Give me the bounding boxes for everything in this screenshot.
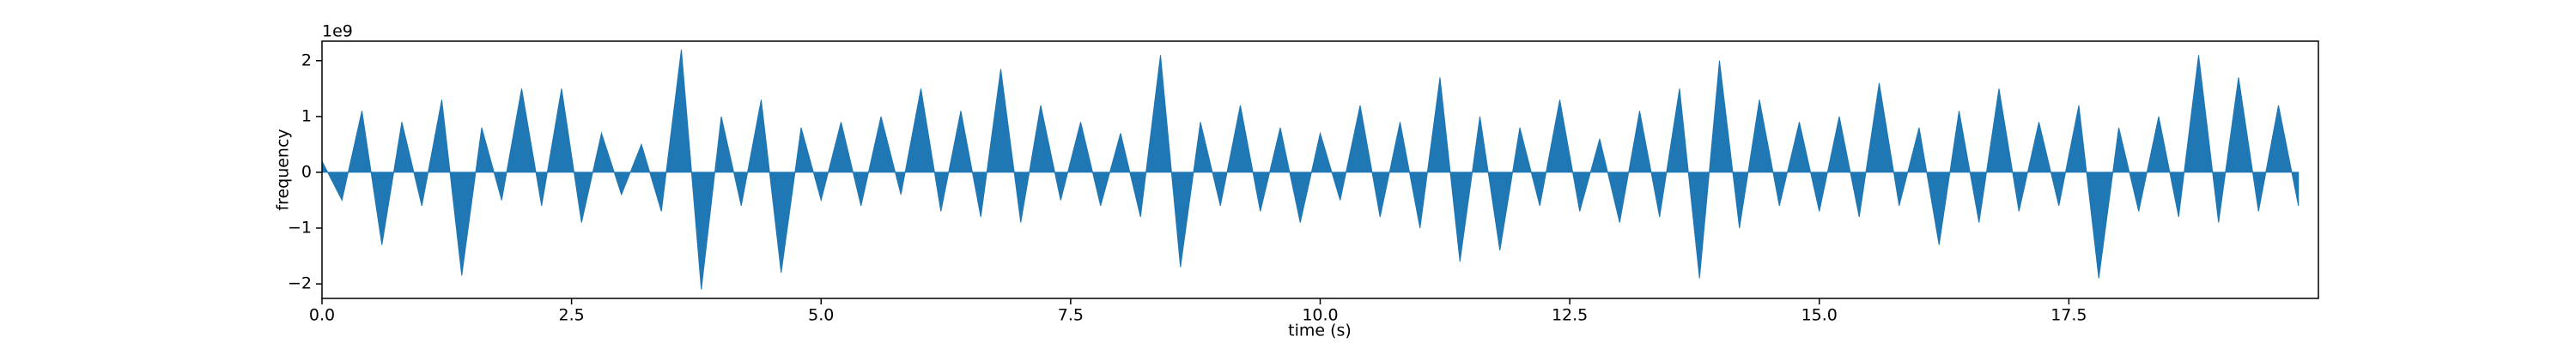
y-tick-label: 2 [301, 51, 312, 69]
y-tick-label: 0 [301, 162, 312, 181]
y-offset-text: 1e9 [322, 22, 353, 41]
y-axis-label: frequency [274, 129, 293, 210]
x-tick-label: 2.5 [559, 306, 585, 325]
y-tick-label: −2 [288, 274, 312, 293]
x-axis-label: time (s) [1288, 322, 1352, 340]
x-tick-label: 5.0 [808, 306, 834, 325]
x-tick-label: 0.0 [309, 306, 335, 325]
y-tick-label: −1 [288, 219, 312, 238]
x-tick-label: 17.5 [2050, 306, 2087, 325]
x-tick-label: 10.0 [1302, 306, 1338, 325]
y-tick-label: 1 [301, 106, 312, 125]
x-tick-label: 7.5 [1058, 306, 1084, 325]
area [321, 49, 2300, 290]
x-tick-label: 12.5 [1552, 306, 1588, 325]
x-tick-label: 15.0 [1801, 306, 1838, 325]
